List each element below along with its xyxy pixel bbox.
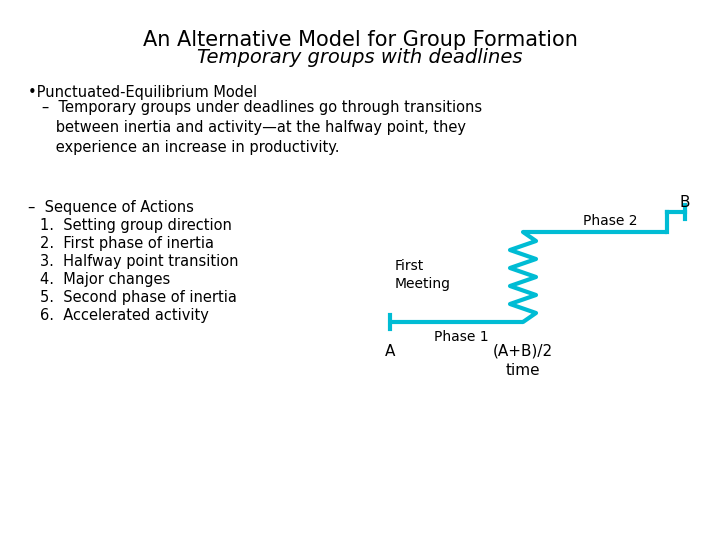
Text: 3.  Halfway point transition: 3. Halfway point transition (40, 254, 238, 269)
Text: A: A (384, 344, 395, 359)
Text: Temporary groups with deadlines: Temporary groups with deadlines (197, 48, 523, 67)
Text: Phase 2: Phase 2 (582, 214, 637, 228)
Text: An Alternative Model for Group Formation: An Alternative Model for Group Formation (143, 30, 577, 50)
Text: Phase 1: Phase 1 (434, 330, 489, 344)
Text: First
Meeting: First Meeting (395, 259, 451, 291)
Text: 2.  First phase of inertia: 2. First phase of inertia (40, 236, 214, 251)
Text: 4.  Major changes: 4. Major changes (40, 272, 170, 287)
Text: 6.  Accelerated activity: 6. Accelerated activity (40, 308, 209, 323)
Text: •Punctuated-Equilibrium Model: •Punctuated-Equilibrium Model (28, 85, 257, 100)
Text: (A+B)/2
time: (A+B)/2 time (493, 344, 553, 377)
Text: 5.  Second phase of inertia: 5. Second phase of inertia (40, 290, 237, 305)
Text: –  Temporary groups under deadlines go through transitions
      between inertia: – Temporary groups under deadlines go th… (28, 100, 482, 154)
Text: 1.  Setting group direction: 1. Setting group direction (40, 218, 232, 233)
Text: –  Sequence of Actions: – Sequence of Actions (28, 200, 194, 215)
Text: B: B (680, 195, 690, 210)
